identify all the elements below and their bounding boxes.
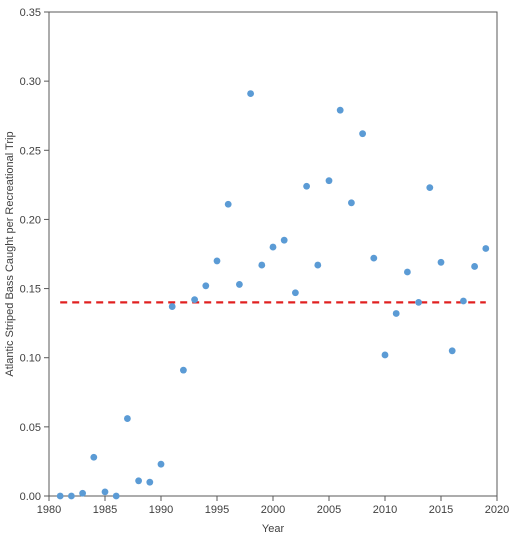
data-point [258, 261, 266, 269]
data-point [292, 289, 299, 297]
data-point [168, 303, 176, 310]
x-tick-label: 1980 [37, 504, 61, 516]
x-tick-label: 1995 [205, 504, 229, 516]
data-points [56, 90, 490, 500]
data-point [213, 257, 221, 265]
x-tick-label: 1990 [149, 504, 173, 516]
data-point [56, 492, 64, 500]
data-point [336, 106, 344, 114]
data-point [370, 254, 378, 262]
data-point [280, 236, 288, 244]
data-point [79, 489, 86, 497]
y-tick-label: 0.05 [20, 422, 41, 434]
data-point [404, 268, 411, 276]
data-point [325, 177, 333, 185]
data-point [437, 258, 445, 266]
data-point [269, 243, 277, 251]
data-point [348, 199, 355, 207]
y-tick-label: 0.20 [20, 214, 41, 226]
data-point [180, 366, 187, 374]
y-tick-label: 0.00 [20, 491, 41, 503]
data-point [224, 200, 232, 208]
data-point [68, 492, 75, 500]
x-tick-label: 2005 [317, 504, 341, 516]
y-tick-label: 0.25 [20, 145, 41, 157]
x-tick-label: 1985 [93, 504, 117, 516]
x-tick-label: 2015 [429, 504, 453, 516]
data-point [90, 453, 98, 461]
plot-frame [48, 11, 498, 497]
data-point [359, 130, 366, 138]
data-point [135, 477, 143, 485]
y-axis-ticks: 0.00 0.05 0.10 0.15 0.20 0.25 0.30 0.35 [20, 7, 49, 503]
data-point [101, 488, 109, 496]
data-point [381, 351, 389, 359]
x-axis-ticks: 1980 1985 1990 1995 2000 2005 2010 2015 2020 [37, 496, 509, 516]
data-point [460, 297, 467, 305]
y-axis-title: Atlantic Striped Bass Caught per Recreat… [4, 131, 16, 376]
data-point [392, 310, 400, 317]
y-tick-label: 0.35 [20, 7, 41, 19]
x-tick-label: 2000 [261, 504, 285, 516]
data-point [124, 415, 131, 422]
data-point [482, 245, 490, 252]
data-point [146, 478, 154, 486]
data-point [448, 347, 456, 355]
data-point [471, 263, 478, 270]
data-point [303, 182, 310, 190]
data-point [415, 299, 422, 306]
data-point [314, 261, 322, 269]
y-tick-label: 0.15 [20, 284, 41, 296]
data-point [191, 296, 199, 304]
data-point [247, 90, 255, 97]
x-axis-title: Year [262, 523, 285, 535]
data-point [202, 282, 210, 290]
data-point [426, 184, 434, 192]
x-tick-label: 2020 [485, 504, 509, 516]
data-point [236, 281, 243, 288]
data-point [157, 460, 165, 468]
y-tick-label: 0.10 [20, 353, 41, 365]
data-point [112, 492, 120, 500]
x-tick-label: 2010 [373, 504, 397, 516]
y-tick-label: 0.30 [20, 76, 41, 88]
